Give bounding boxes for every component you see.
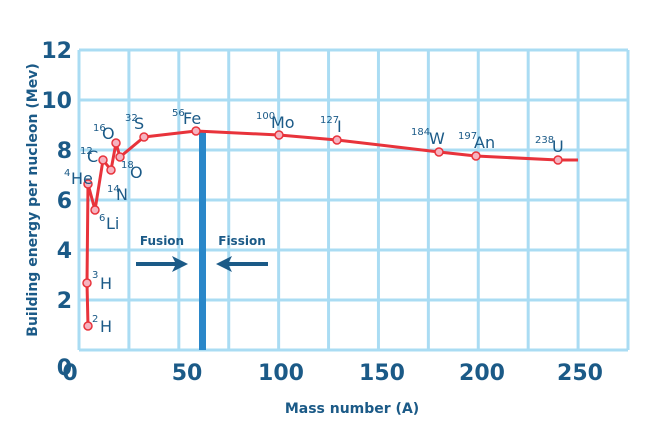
x-tick-label: 150	[359, 361, 405, 386]
y-tick-label: 8	[57, 139, 72, 164]
element-symbol-label: Fe	[183, 109, 201, 128]
element-symbol-label: He	[71, 169, 93, 188]
grid	[77, 48, 630, 352]
mass-number-label: 32	[125, 113, 138, 124]
data-point	[98, 155, 108, 165]
fusion-arrow-icon	[136, 256, 188, 272]
mass-number-label: 197	[458, 131, 477, 142]
mass-number-label: 238	[535, 135, 554, 146]
x-axis-title: Mass number (A)	[285, 401, 419, 417]
data-points	[82, 126, 563, 331]
mass-number-label: 3	[92, 270, 98, 281]
y-axis-title: Building energy per nucleon (Mev)	[25, 63, 41, 336]
element-symbol-label: Li	[106, 214, 119, 233]
y-tick-label: 12	[41, 39, 72, 64]
x-tick-label: 250	[557, 361, 603, 386]
data-point	[106, 165, 116, 175]
x-tick-label: 100	[258, 361, 304, 386]
x-tick-label: 50	[172, 361, 203, 386]
data-point	[83, 179, 93, 189]
mass-number-label: 184	[411, 127, 430, 138]
element-symbol-label: W	[429, 129, 445, 148]
mass-number-label: 56	[172, 108, 185, 119]
x-axis-ticks: 0 50 100 150 200 250	[62, 361, 603, 386]
data-point	[90, 205, 100, 215]
data-point	[83, 321, 93, 331]
mass-number-label: 6	[99, 213, 105, 224]
x-tick-label: 200	[459, 361, 505, 386]
x-tick-label: 0	[62, 361, 77, 386]
data-point	[191, 126, 201, 136]
y-tick-label: 4	[57, 239, 72, 264]
y-tick-label: 6	[57, 189, 72, 214]
y-tick-label: 2	[57, 289, 72, 314]
mass-number-label: 2	[92, 314, 98, 325]
element-symbol-label: I	[337, 117, 342, 136]
data-point	[553, 155, 563, 165]
data-point	[115, 152, 125, 162]
mass-number-label: 18	[121, 160, 134, 171]
binding-energy-curve	[85, 129, 578, 327]
mass-number-label: 12	[80, 146, 93, 157]
element-symbol-label: O	[102, 124, 115, 143]
fusion-fission-divider	[199, 131, 206, 350]
element-symbol-label: N	[116, 185, 128, 204]
element-symbol-label: U	[552, 137, 564, 156]
y-axis-ticks: 0 2 4 6 8 10 12	[41, 39, 72, 381]
mass-number-label: 14	[107, 184, 120, 195]
data-point	[332, 135, 342, 145]
mass-number-label: 16	[93, 123, 106, 134]
y-tick-label: 0	[57, 356, 72, 381]
y-tick-label: 10	[41, 89, 72, 114]
mass-number-label: 4	[64, 168, 70, 179]
fusion-label: Fusion	[140, 234, 184, 248]
mass-number-label: 100	[256, 111, 275, 122]
fission-arrow-icon	[216, 256, 268, 272]
mass-number-label: 127	[320, 115, 339, 126]
element-symbol-label: H	[100, 274, 112, 293]
data-point	[82, 278, 92, 288]
element-symbol-label: An	[474, 133, 495, 152]
element-symbol-label: S	[134, 114, 144, 133]
data-point	[139, 132, 149, 142]
fission-label: Fission	[218, 234, 266, 248]
element-symbol-label: Mo	[271, 113, 295, 132]
data-point	[111, 138, 121, 148]
data-point	[471, 151, 481, 161]
data-point	[434, 147, 444, 157]
element-symbol-label: C	[87, 147, 98, 166]
data-point	[274, 130, 284, 140]
element-symbol-label: O	[130, 163, 143, 182]
element-symbol-label: H	[100, 317, 112, 336]
